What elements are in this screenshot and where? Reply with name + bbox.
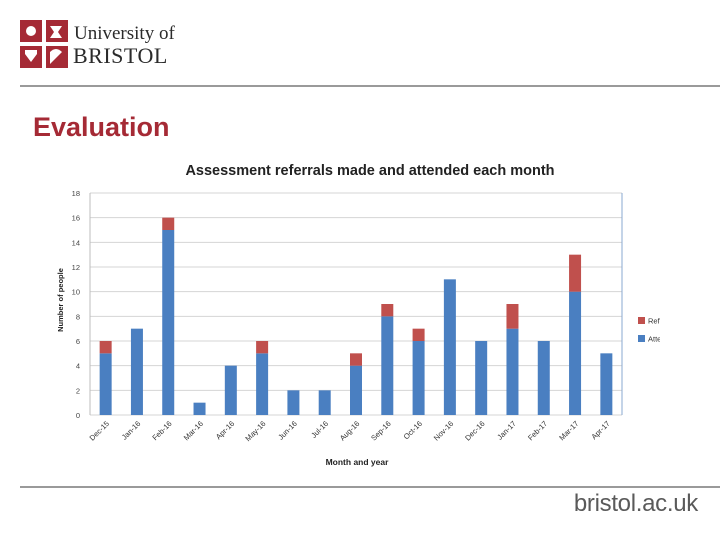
- legend-label: Attended: [648, 335, 660, 344]
- x-tick-label: Aug-16: [338, 419, 361, 442]
- x-tick-label: Dec-16: [463, 419, 486, 442]
- bar-attended: [600, 353, 613, 415]
- bar-attended: [287, 390, 300, 415]
- bar-attended: [381, 316, 394, 415]
- y-tick-label: 8: [76, 312, 80, 321]
- chart-title: Assessment referrals made and attended e…: [185, 163, 554, 179]
- chart-y-ticks: 0 2 4 6 8 10 12 14 16 18: [72, 189, 80, 420]
- legend-swatch: [638, 335, 645, 342]
- chart-bars: [99, 217, 613, 415]
- bar-attended: [193, 402, 206, 415]
- bar-attended: [412, 341, 425, 415]
- logo-text-line2: BRISTOL: [73, 43, 168, 68]
- bar-referrals: [99, 341, 112, 354]
- y-tick-label: 12: [72, 263, 80, 272]
- y-tick-label: 4: [76, 362, 80, 371]
- y-tick-label: 2: [76, 386, 80, 395]
- y-tick-label: 0: [76, 411, 80, 420]
- chart-x-ticks: Dec-15 Jan-16 Feb-16 Mar-16 Apr-16 May-16 Jun-…: [88, 419, 612, 443]
- bar-attended: [537, 341, 550, 415]
- x-axis-label: Month and year: [326, 457, 390, 467]
- bar-attended: [569, 291, 582, 415]
- x-tick-label: Feb-17: [526, 419, 549, 442]
- chart-gridlines: [89, 192, 623, 416]
- x-tick-label: Mar-17: [557, 419, 580, 442]
- x-tick-label: May-16: [243, 419, 267, 443]
- bar-attended: [475, 341, 488, 415]
- y-tick-label: 18: [72, 189, 80, 198]
- footer-divider: [20, 486, 720, 488]
- bar-attended: [162, 230, 175, 415]
- x-tick-label: Jan-17: [495, 419, 518, 442]
- y-axis-label: Number of people: [56, 268, 65, 332]
- university-logo: University of BRISTOL: [20, 20, 180, 70]
- x-tick-label: Sep-16: [369, 419, 392, 442]
- bar-attended: [130, 328, 143, 415]
- bar-referrals: [162, 217, 175, 230]
- chart: Assessment referrals made and attended e…: [56, 163, 660, 467]
- page-title: Evaluation: [33, 112, 170, 142]
- x-tick-label: Jul-16: [309, 419, 330, 440]
- chart-legend: Referrals Attended: [638, 317, 660, 344]
- bar-attended: [443, 279, 456, 415]
- bar-attended: [506, 328, 519, 415]
- bar-attended: [318, 390, 331, 415]
- bar-referrals: [256, 341, 269, 354]
- bar-referrals: [350, 353, 362, 366]
- legend-label: Referrals: [648, 317, 660, 326]
- bar-referrals: [412, 328, 425, 341]
- x-tick-label: Apr-16: [214, 419, 236, 441]
- university-crest-icon: [20, 20, 68, 68]
- y-tick-label: 6: [76, 337, 80, 346]
- bar-attended: [256, 353, 269, 415]
- bar-attended: [99, 353, 112, 415]
- y-tick-label: 14: [72, 238, 80, 247]
- header-divider: [20, 85, 720, 87]
- bar-referrals: [569, 254, 582, 292]
- y-tick-label: 10: [72, 288, 80, 297]
- y-tick-label: 16: [72, 214, 80, 223]
- logo-text-line1: University of: [74, 23, 175, 44]
- bar-referrals: [506, 304, 519, 329]
- x-tick-label: Jan-16: [120, 419, 143, 442]
- x-tick-label: Nov-16: [432, 419, 455, 442]
- x-tick-label: Mar-16: [182, 419, 205, 442]
- x-tick-label: Apr-17: [589, 419, 611, 441]
- x-tick-label: Feb-16: [150, 419, 173, 442]
- bar-referrals: [381, 304, 394, 317]
- bar-attended: [224, 365, 237, 415]
- footer-url: bristol.ac.uk: [573, 490, 698, 517]
- bar-attended: [350, 365, 362, 415]
- x-tick-label: Jun-16: [276, 419, 299, 442]
- legend-swatch: [638, 317, 645, 324]
- x-tick-label: Dec-15: [88, 419, 111, 442]
- x-tick-label: Oct-16: [402, 419, 424, 441]
